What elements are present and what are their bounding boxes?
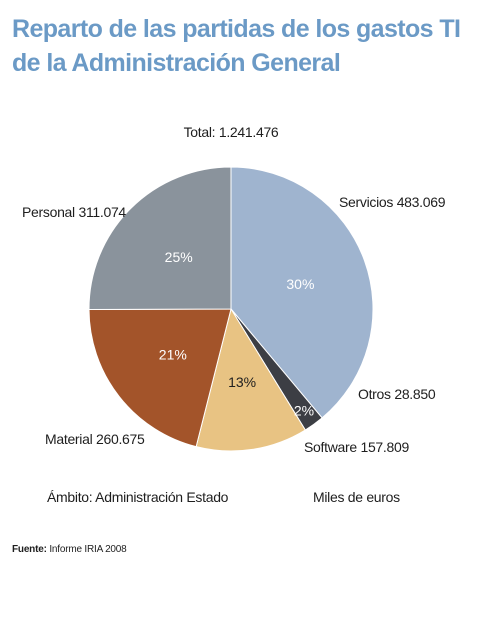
source-note: Fuente: Informe IRIA 2008 [12,544,127,555]
chart-title: Reparto de las partidas de los gastos TI… [12,12,482,80]
percent-labels: 30% 2% 13% 21% 25% [159,249,315,419]
units-label: Miles de euros [313,489,400,505]
percent-label-software: 13% [228,374,256,390]
slice-label-material: Material 260.675 [45,431,145,447]
title-line-2: de la Administración General [12,49,341,77]
scope-label: Ámbito: Administración Estado [47,489,229,505]
percent-label-material: 21% [159,346,187,362]
source-prefix: Fuente: [12,544,47,555]
slice-label-software: Software 157.809 [304,439,409,455]
slice-label-servicios: Servicios 483.069 [339,194,446,210]
pie-slice-software [195,307,306,452]
pie-slice-material [88,308,232,448]
title-line-1: Reparto de las partidas de los gastos TI [12,15,461,43]
pie-slice-personal [88,166,232,311]
slice-label-personal: Personal 311.074 [22,204,126,220]
source-text: Informe IRIA 2008 [49,544,127,555]
pie-slices [88,166,374,452]
pie-slice-servicios [230,166,374,419]
percent-label-servicios: 30% [286,276,314,292]
total-label: Total: 1.241.476 [184,124,279,140]
slice-label-otros: Otros 28.850 [358,386,436,402]
percent-label-personal: 25% [165,249,193,265]
percent-label-otros: 2% [294,402,314,418]
